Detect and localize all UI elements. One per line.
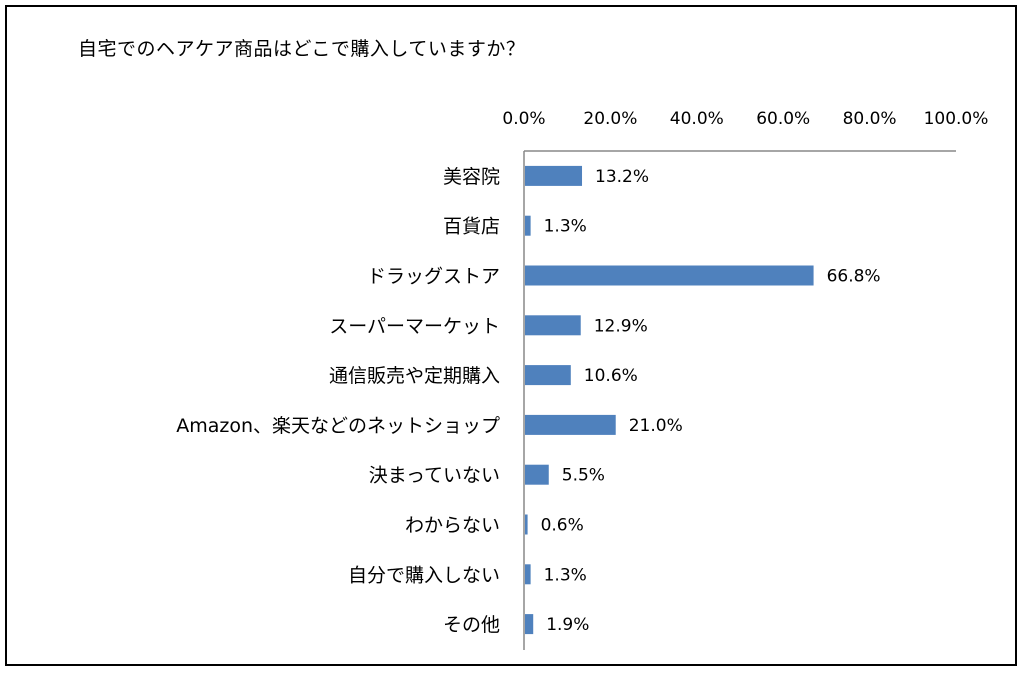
- x-tick-label: 0.0%: [502, 109, 545, 129]
- bar: [525, 215, 531, 236]
- bar: [525, 265, 814, 286]
- value-label: 12.9%: [594, 316, 648, 336]
- category-label: 百貨店: [443, 216, 500, 238]
- category-label: わからない: [405, 515, 500, 537]
- bar: [525, 564, 531, 585]
- category-label: Amazon、楽天などのネットショップ: [176, 415, 500, 437]
- value-label: 13.2%: [595, 167, 649, 187]
- x-tick-label: 20.0%: [583, 109, 637, 129]
- category-label: ドラッグストア: [367, 266, 500, 288]
- value-label: 1.9%: [546, 615, 589, 635]
- value-label: 0.6%: [541, 516, 584, 536]
- chart-title: 自宅でのヘアケア商品はどこで購入していますか？: [78, 38, 526, 60]
- category-label: その他: [443, 614, 500, 636]
- x-tick-label: 60.0%: [756, 109, 810, 129]
- bar: [525, 365, 571, 386]
- value-label: 10.6%: [584, 366, 638, 386]
- bar: [525, 315, 581, 336]
- bar: [525, 614, 534, 635]
- x-tick-label: 80.0%: [843, 109, 897, 129]
- category-label: 自分で購入しない: [348, 564, 500, 586]
- category-label: 美容院: [443, 166, 500, 188]
- bar: [525, 464, 549, 485]
- category-label: 決まっていない: [369, 465, 500, 487]
- value-label: 21.0%: [629, 416, 683, 436]
- chart-frame: [5, 5, 1017, 666]
- value-label: 1.3%: [544, 565, 587, 585]
- x-tick-label: 100.0%: [924, 109, 989, 129]
- bar: [525, 414, 616, 435]
- value-label: 66.8%: [827, 267, 881, 287]
- bar: [525, 165, 583, 186]
- value-label: 5.5%: [562, 466, 605, 486]
- category-label: 通信販売や定期購入: [329, 365, 500, 387]
- bar: [525, 514, 528, 535]
- category-label: スーパーマーケット: [329, 315, 500, 337]
- x-tick-label: 40.0%: [670, 109, 724, 129]
- value-label: 1.3%: [544, 217, 587, 237]
